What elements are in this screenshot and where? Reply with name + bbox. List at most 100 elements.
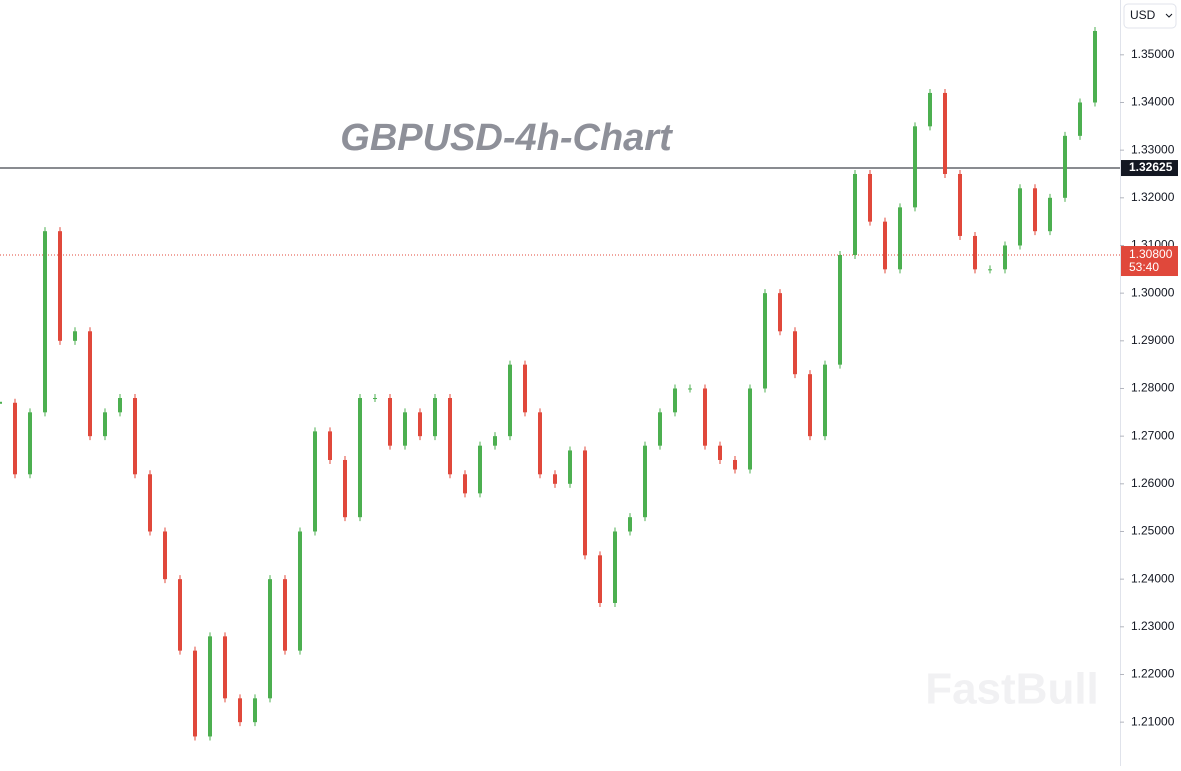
level-label-box bbox=[1121, 160, 1178, 177]
candle bbox=[793, 331, 797, 375]
candle bbox=[568, 450, 572, 484]
candle bbox=[928, 92, 932, 127]
candle bbox=[898, 207, 902, 270]
candle bbox=[1003, 245, 1007, 270]
candle bbox=[478, 445, 482, 494]
candle bbox=[373, 398, 377, 400]
candle bbox=[298, 531, 302, 651]
price-countdown: 53:40 bbox=[1129, 260, 1159, 274]
y-tick-label: 1.21000 bbox=[1131, 714, 1175, 728]
candle bbox=[613, 531, 617, 603]
candle bbox=[748, 388, 752, 470]
currency-dropdown[interactable] bbox=[1123, 3, 1177, 29]
candle bbox=[313, 431, 317, 532]
candle bbox=[823, 364, 827, 437]
candle bbox=[328, 431, 332, 460]
candle bbox=[418, 412, 422, 437]
y-tick-label: 1.29000 bbox=[1131, 333, 1175, 347]
candle bbox=[778, 293, 782, 332]
candle bbox=[553, 474, 557, 484]
candle bbox=[598, 555, 602, 603]
candle bbox=[958, 173, 962, 236]
y-tick-label: 1.23000 bbox=[1131, 619, 1175, 633]
candle bbox=[148, 474, 152, 532]
candle bbox=[88, 331, 92, 437]
price-label: 1.30800 bbox=[1129, 247, 1173, 261]
candle bbox=[193, 650, 197, 737]
candle bbox=[628, 517, 632, 532]
candle bbox=[208, 636, 212, 737]
candle bbox=[1033, 188, 1037, 232]
y-tick-label: 1.33000 bbox=[1131, 142, 1175, 156]
candle bbox=[223, 636, 227, 699]
y-tick-label: 1.24000 bbox=[1131, 571, 1175, 585]
candle bbox=[28, 412, 32, 475]
y-tick-label: 1.34000 bbox=[1131, 95, 1175, 109]
chart-title: GBPUSD-4h-Chart bbox=[340, 117, 673, 159]
candle bbox=[718, 445, 722, 460]
y-tick-label: 1.26000 bbox=[1131, 476, 1175, 490]
candle bbox=[58, 231, 62, 341]
candle bbox=[943, 92, 947, 174]
candle bbox=[808, 374, 812, 437]
candle bbox=[283, 579, 287, 651]
candle bbox=[268, 579, 272, 699]
candle bbox=[838, 255, 842, 365]
y-tick-label: 1.25000 bbox=[1131, 524, 1175, 538]
candle bbox=[463, 474, 467, 494]
candle bbox=[358, 398, 362, 518]
candle bbox=[118, 398, 122, 413]
candle bbox=[508, 364, 512, 437]
candle bbox=[853, 173, 857, 256]
candle bbox=[73, 331, 77, 341]
candle bbox=[43, 231, 47, 413]
candle bbox=[343, 459, 347, 518]
candle bbox=[13, 402, 17, 475]
y-tick-label: 1.27000 bbox=[1131, 428, 1175, 442]
candle bbox=[703, 388, 707, 446]
candle bbox=[253, 698, 257, 723]
candle bbox=[163, 531, 167, 580]
candle bbox=[643, 445, 647, 518]
watermark: FastBull bbox=[925, 665, 1099, 714]
candle bbox=[388, 398, 392, 446]
candle bbox=[913, 126, 917, 208]
candle bbox=[868, 173, 872, 222]
candle bbox=[1048, 197, 1052, 232]
candle bbox=[583, 450, 587, 556]
candle bbox=[538, 412, 542, 475]
candle bbox=[178, 579, 182, 651]
price-label-box bbox=[1121, 246, 1178, 277]
candle bbox=[493, 436, 497, 446]
y-tick-label: 1.32000 bbox=[1131, 190, 1175, 204]
y-tick-label: 1.22000 bbox=[1131, 667, 1175, 681]
candle bbox=[448, 398, 452, 475]
currency-label[interactable]: USD bbox=[1130, 8, 1156, 22]
candle bbox=[733, 459, 737, 470]
y-tick-label: 1.30000 bbox=[1131, 285, 1175, 299]
candle bbox=[1063, 135, 1067, 198]
candle bbox=[1078, 102, 1082, 136]
candle bbox=[133, 398, 137, 475]
candle bbox=[763, 293, 767, 389]
y-tick-label: 1.28000 bbox=[1131, 381, 1175, 395]
candle bbox=[403, 412, 407, 446]
candle bbox=[1093, 30, 1097, 103]
candle bbox=[883, 221, 887, 270]
y-tick-label: 1.35000 bbox=[1131, 47, 1175, 61]
dropdown-arrow bbox=[1165, 13, 1173, 18]
candle bbox=[433, 398, 437, 437]
candle bbox=[973, 235, 977, 270]
level-label: 1.32625 bbox=[1129, 160, 1173, 174]
candle bbox=[688, 388, 692, 390]
candle bbox=[988, 269, 992, 271]
candle bbox=[103, 412, 107, 437]
candle bbox=[238, 698, 242, 723]
candle bbox=[673, 388, 677, 413]
candle bbox=[1018, 188, 1022, 246]
candle bbox=[0, 401, 2, 404]
candle bbox=[523, 364, 527, 413]
candle bbox=[658, 412, 662, 446]
